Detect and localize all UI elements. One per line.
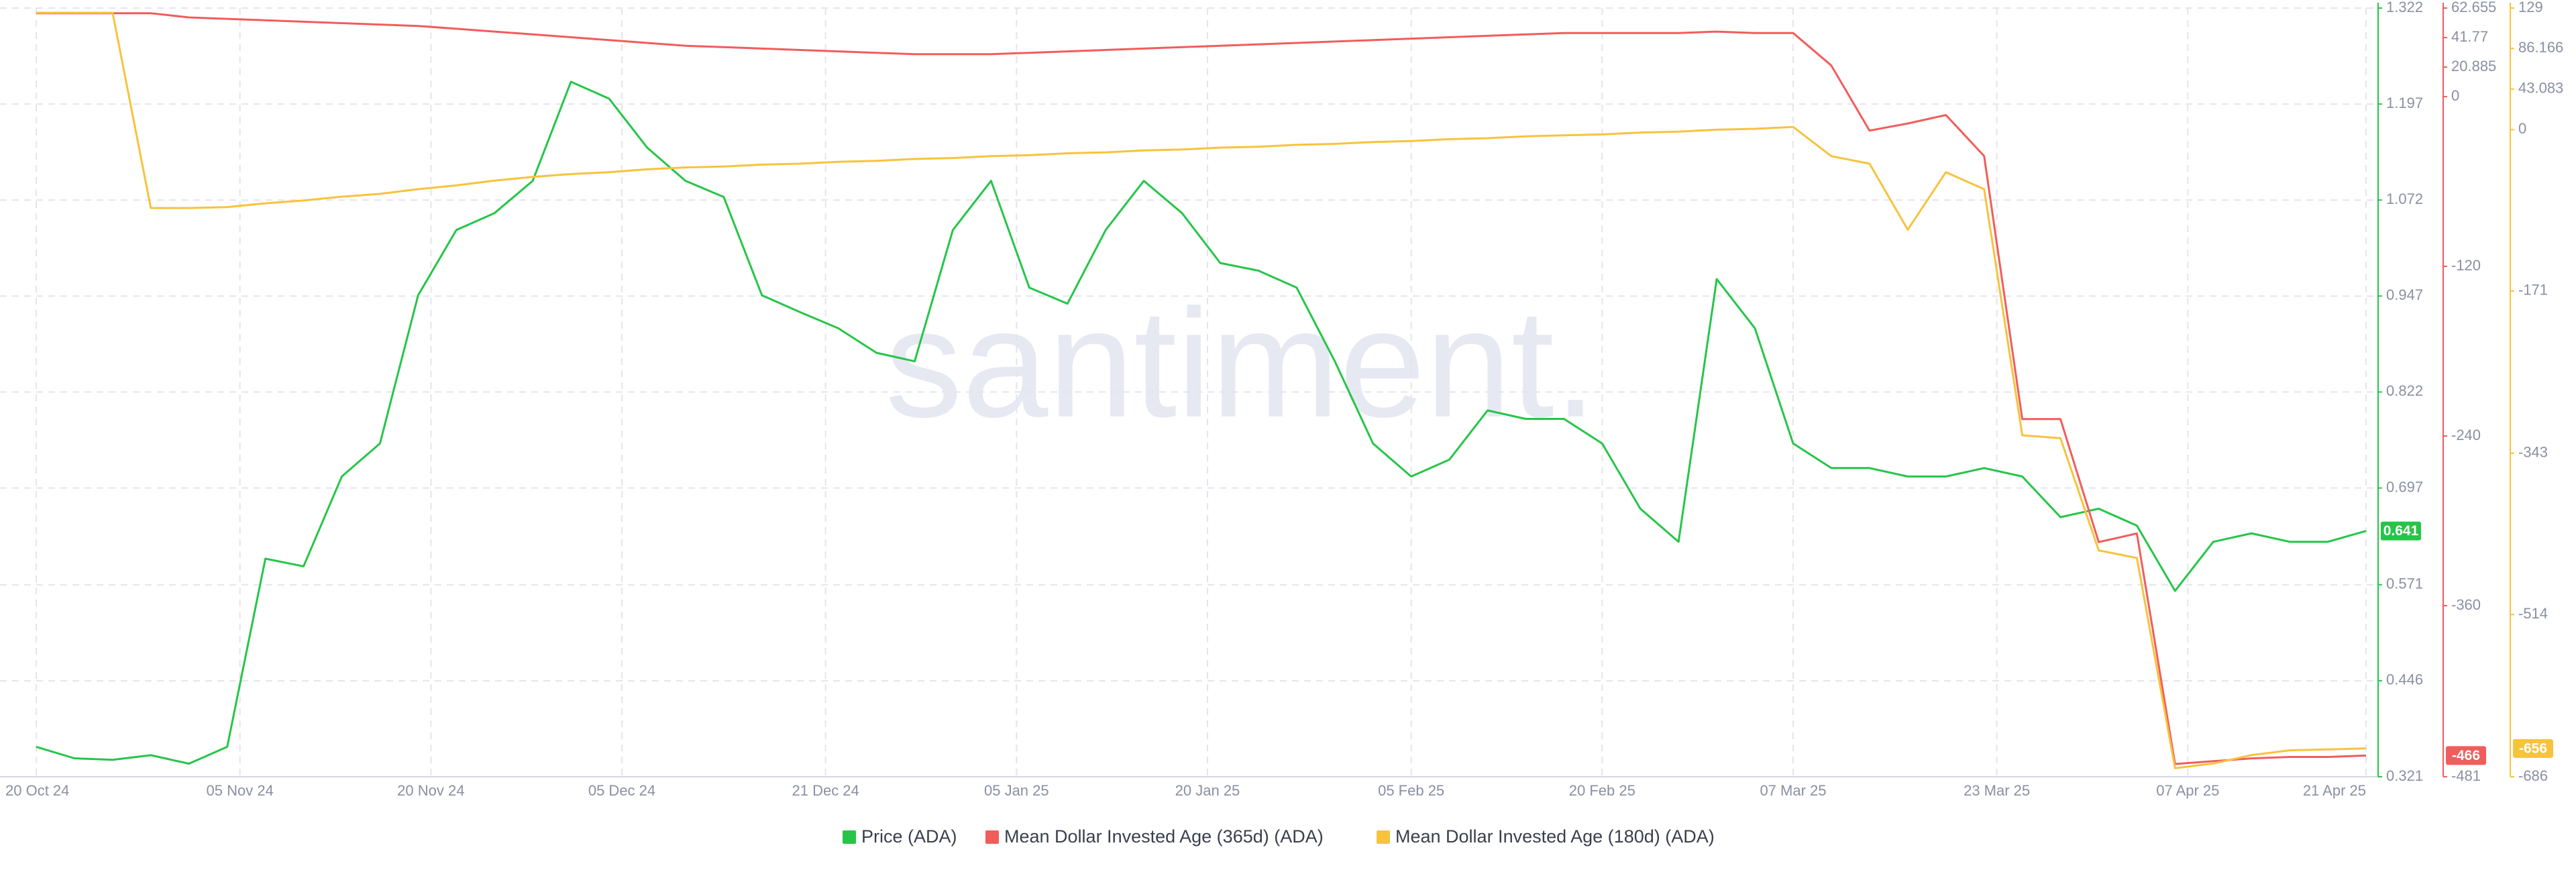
y-tick-label: -120 xyxy=(2451,257,2481,274)
y-tick-label: 41.77 xyxy=(2451,28,2488,45)
y-tick-label: -514 xyxy=(2518,605,2548,622)
value-badge xyxy=(2446,746,2486,765)
legend-item[interactable]: Mean Dollar Invested Age (365d) (ADA) xyxy=(985,826,1324,847)
legend-swatch xyxy=(985,830,999,844)
x-tick-label: 20 Nov 24 xyxy=(397,782,464,799)
y-tick-label: 0.947 xyxy=(2386,286,2423,303)
legend-label: Price (ADA) xyxy=(861,826,957,847)
y-tick-label: 1.072 xyxy=(2386,190,2423,207)
x-tick-label: 07 Apr 25 xyxy=(2156,782,2219,799)
y-tick-label: -360 xyxy=(2451,596,2481,613)
y-tick-label: 1.197 xyxy=(2386,95,2423,111)
series-line xyxy=(36,12,2367,765)
y-tick-label: 0 xyxy=(2518,120,2526,137)
legend-label: Mean Dollar Invested Age (180d) (ADA) xyxy=(1395,826,1715,847)
x-tick-label: 23 Mar 25 xyxy=(1964,782,2030,799)
y-tick-label: 0.571 xyxy=(2386,576,2423,592)
y-tick-label: -481 xyxy=(2451,767,2481,784)
x-tick-label: 05 Nov 24 xyxy=(207,782,274,799)
x-tick-label: 05 Dec 24 xyxy=(588,782,655,799)
y-tick-label: 43.083 xyxy=(2518,80,2563,97)
value-badge-label: -656 xyxy=(2519,741,2547,756)
y-tick-label: 1.322 xyxy=(2386,0,2423,15)
y-tick-label: -240 xyxy=(2451,427,2481,443)
value-badge-label: 0.641 xyxy=(2383,523,2419,539)
x-tick-label: 20 Feb 25 xyxy=(1569,782,1635,799)
x-tick-label: 21 Apr 25 xyxy=(2303,782,2366,799)
x-tick-label: 05 Feb 25 xyxy=(1378,782,1444,799)
x-tick-label: 20 Oct 24 xyxy=(5,782,69,799)
value-badge xyxy=(2513,739,2553,758)
y-tick-label: -343 xyxy=(2518,444,2548,461)
y-tick-label: 0.822 xyxy=(2386,382,2423,399)
series-line xyxy=(36,11,2367,769)
y-tick-label: 0.446 xyxy=(2386,671,2423,688)
legend-item[interactable]: Mean Dollar Invested Age (180d) (ADA) xyxy=(1377,826,1715,847)
x-tick-label: 05 Jan 25 xyxy=(984,782,1049,799)
legend-label: Mean Dollar Invested Age (365d) (ADA) xyxy=(1004,826,1324,847)
series-line xyxy=(36,80,2367,765)
legend-item[interactable]: Price (ADA) xyxy=(843,826,957,847)
y-tick-label: -171 xyxy=(2518,282,2548,298)
watermark: santiment. xyxy=(885,277,1597,449)
value-badge xyxy=(2381,521,2421,541)
y-tick-label: 86.166 xyxy=(2518,39,2563,56)
y-tick-label: 0.697 xyxy=(2386,478,2423,495)
legend-swatch xyxy=(843,830,856,844)
y-tick-label: 129 xyxy=(2518,0,2543,15)
y-tick-label: -686 xyxy=(2518,767,2548,784)
y-tick-label: 62.655 xyxy=(2451,0,2496,15)
x-tick-label: 21 Dec 24 xyxy=(792,782,859,799)
x-tick-label: 20 Jan 25 xyxy=(1175,782,1240,799)
legend-swatch xyxy=(1377,830,1390,844)
y-tick-label: 0 xyxy=(2451,87,2459,104)
x-tick-label: 07 Mar 25 xyxy=(1760,782,1826,799)
y-tick-label: 0.321 xyxy=(2386,767,2423,784)
value-badge-label: -466 xyxy=(2452,748,2480,763)
y-tick-label: 20.885 xyxy=(2451,58,2496,74)
